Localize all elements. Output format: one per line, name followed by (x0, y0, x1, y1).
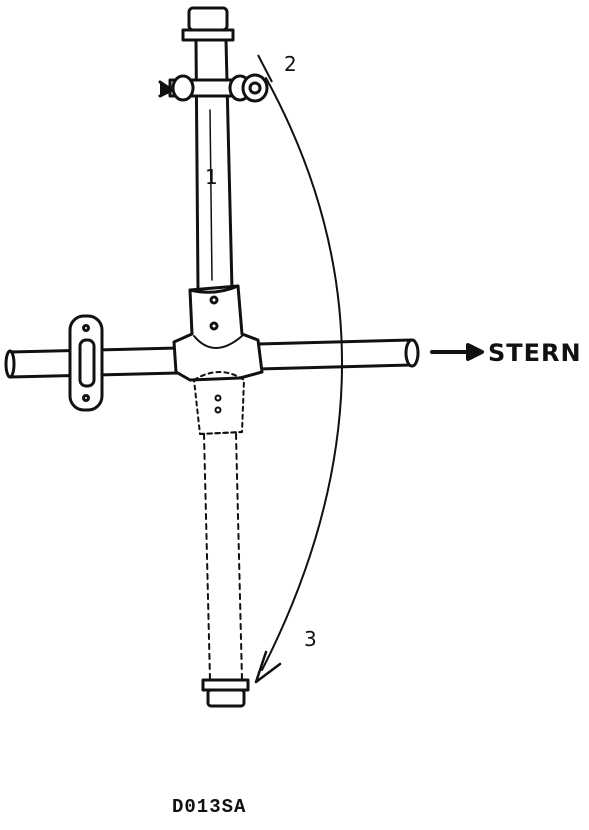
callout-2-leader (257, 54, 273, 83)
stern-direction-arrow (430, 343, 484, 361)
top-end-cap (181, 6, 235, 42)
lower-socket-holes (214, 394, 222, 414)
rail-mounting-bracket (68, 314, 104, 412)
stern-label: STERN (488, 339, 582, 367)
callout-3: 3 (304, 627, 317, 651)
figure-code: D013SA (172, 796, 247, 818)
tee-fitting (172, 284, 264, 382)
callout-2: 2 (284, 52, 297, 76)
lower-socket-dashed (193, 371, 245, 435)
callout-1: 1 (205, 165, 218, 189)
collar-clamp-with-eye (158, 73, 269, 103)
bottom-end-cap (201, 678, 250, 708)
stowed-pipe-dashed (203, 433, 243, 681)
swing-arc-arrow (254, 77, 343, 684)
